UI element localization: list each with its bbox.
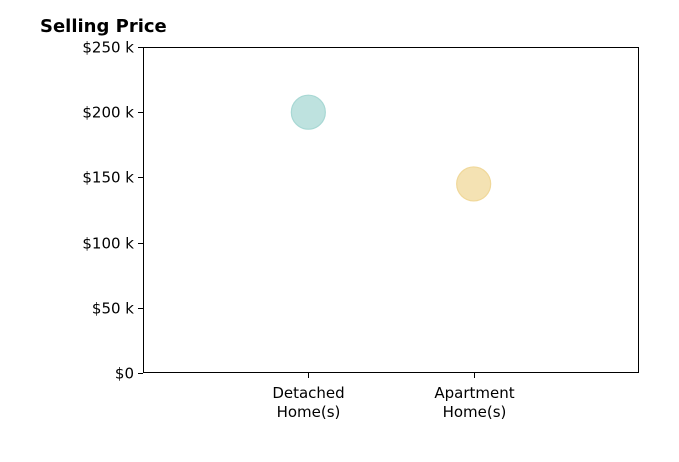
- y-tick-label: $0: [115, 365, 134, 383]
- y-tick-label: $50 k: [92, 300, 134, 318]
- chart-title: Selling Price: [40, 16, 167, 37]
- y-tick-label: $150 k: [82, 169, 134, 187]
- data-point: [290, 94, 326, 130]
- y-tick-label: $100 k: [82, 235, 134, 253]
- plot-frame: [143, 47, 639, 373]
- x-tick-label: Detached Home(s): [272, 384, 344, 421]
- y-tick-label: $200 k: [82, 104, 134, 122]
- data-point: [456, 166, 492, 202]
- x-tick-label: Apartment Home(s): [434, 384, 514, 421]
- y-tick-label: $250 k: [82, 39, 134, 57]
